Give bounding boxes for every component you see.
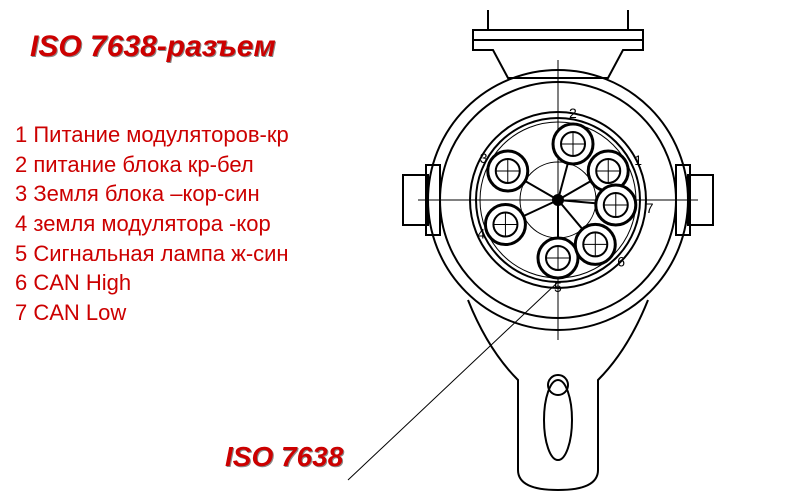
page-title: ISO 7638-разъем	[30, 30, 276, 64]
pin-legend: 1 Питание модуляторов-кр 2 питание блока…	[15, 120, 295, 328]
pin-6-label: 6 CAN High	[15, 268, 295, 298]
pin-2-label: 2 питание блока кр-бел	[15, 150, 295, 180]
pin-number-n4: 4	[477, 226, 485, 242]
pin-number-n3: 3	[480, 150, 488, 166]
pin-number-n6: 6	[617, 253, 625, 269]
pin-number-n2: 2	[569, 105, 577, 121]
pin-4-label: 4 земля модулятора -кор	[15, 209, 295, 239]
pin-3-label: 3 Земля блока –кор-син	[15, 179, 295, 209]
pin-5-label: 5 Сигнальная лампа ж-син	[15, 239, 295, 269]
pin-number-n7: 7	[646, 200, 654, 216]
pin-7-label: 7 CAN Low	[15, 298, 295, 328]
pin-1-label: 1 Питание модуляторов-кр	[15, 120, 295, 150]
pin-number-n1: 1	[634, 152, 642, 168]
connector-diagram: 1 2 3 4 5 6 7	[308, 0, 808, 503]
pin-number-n5: 5	[554, 279, 562, 295]
